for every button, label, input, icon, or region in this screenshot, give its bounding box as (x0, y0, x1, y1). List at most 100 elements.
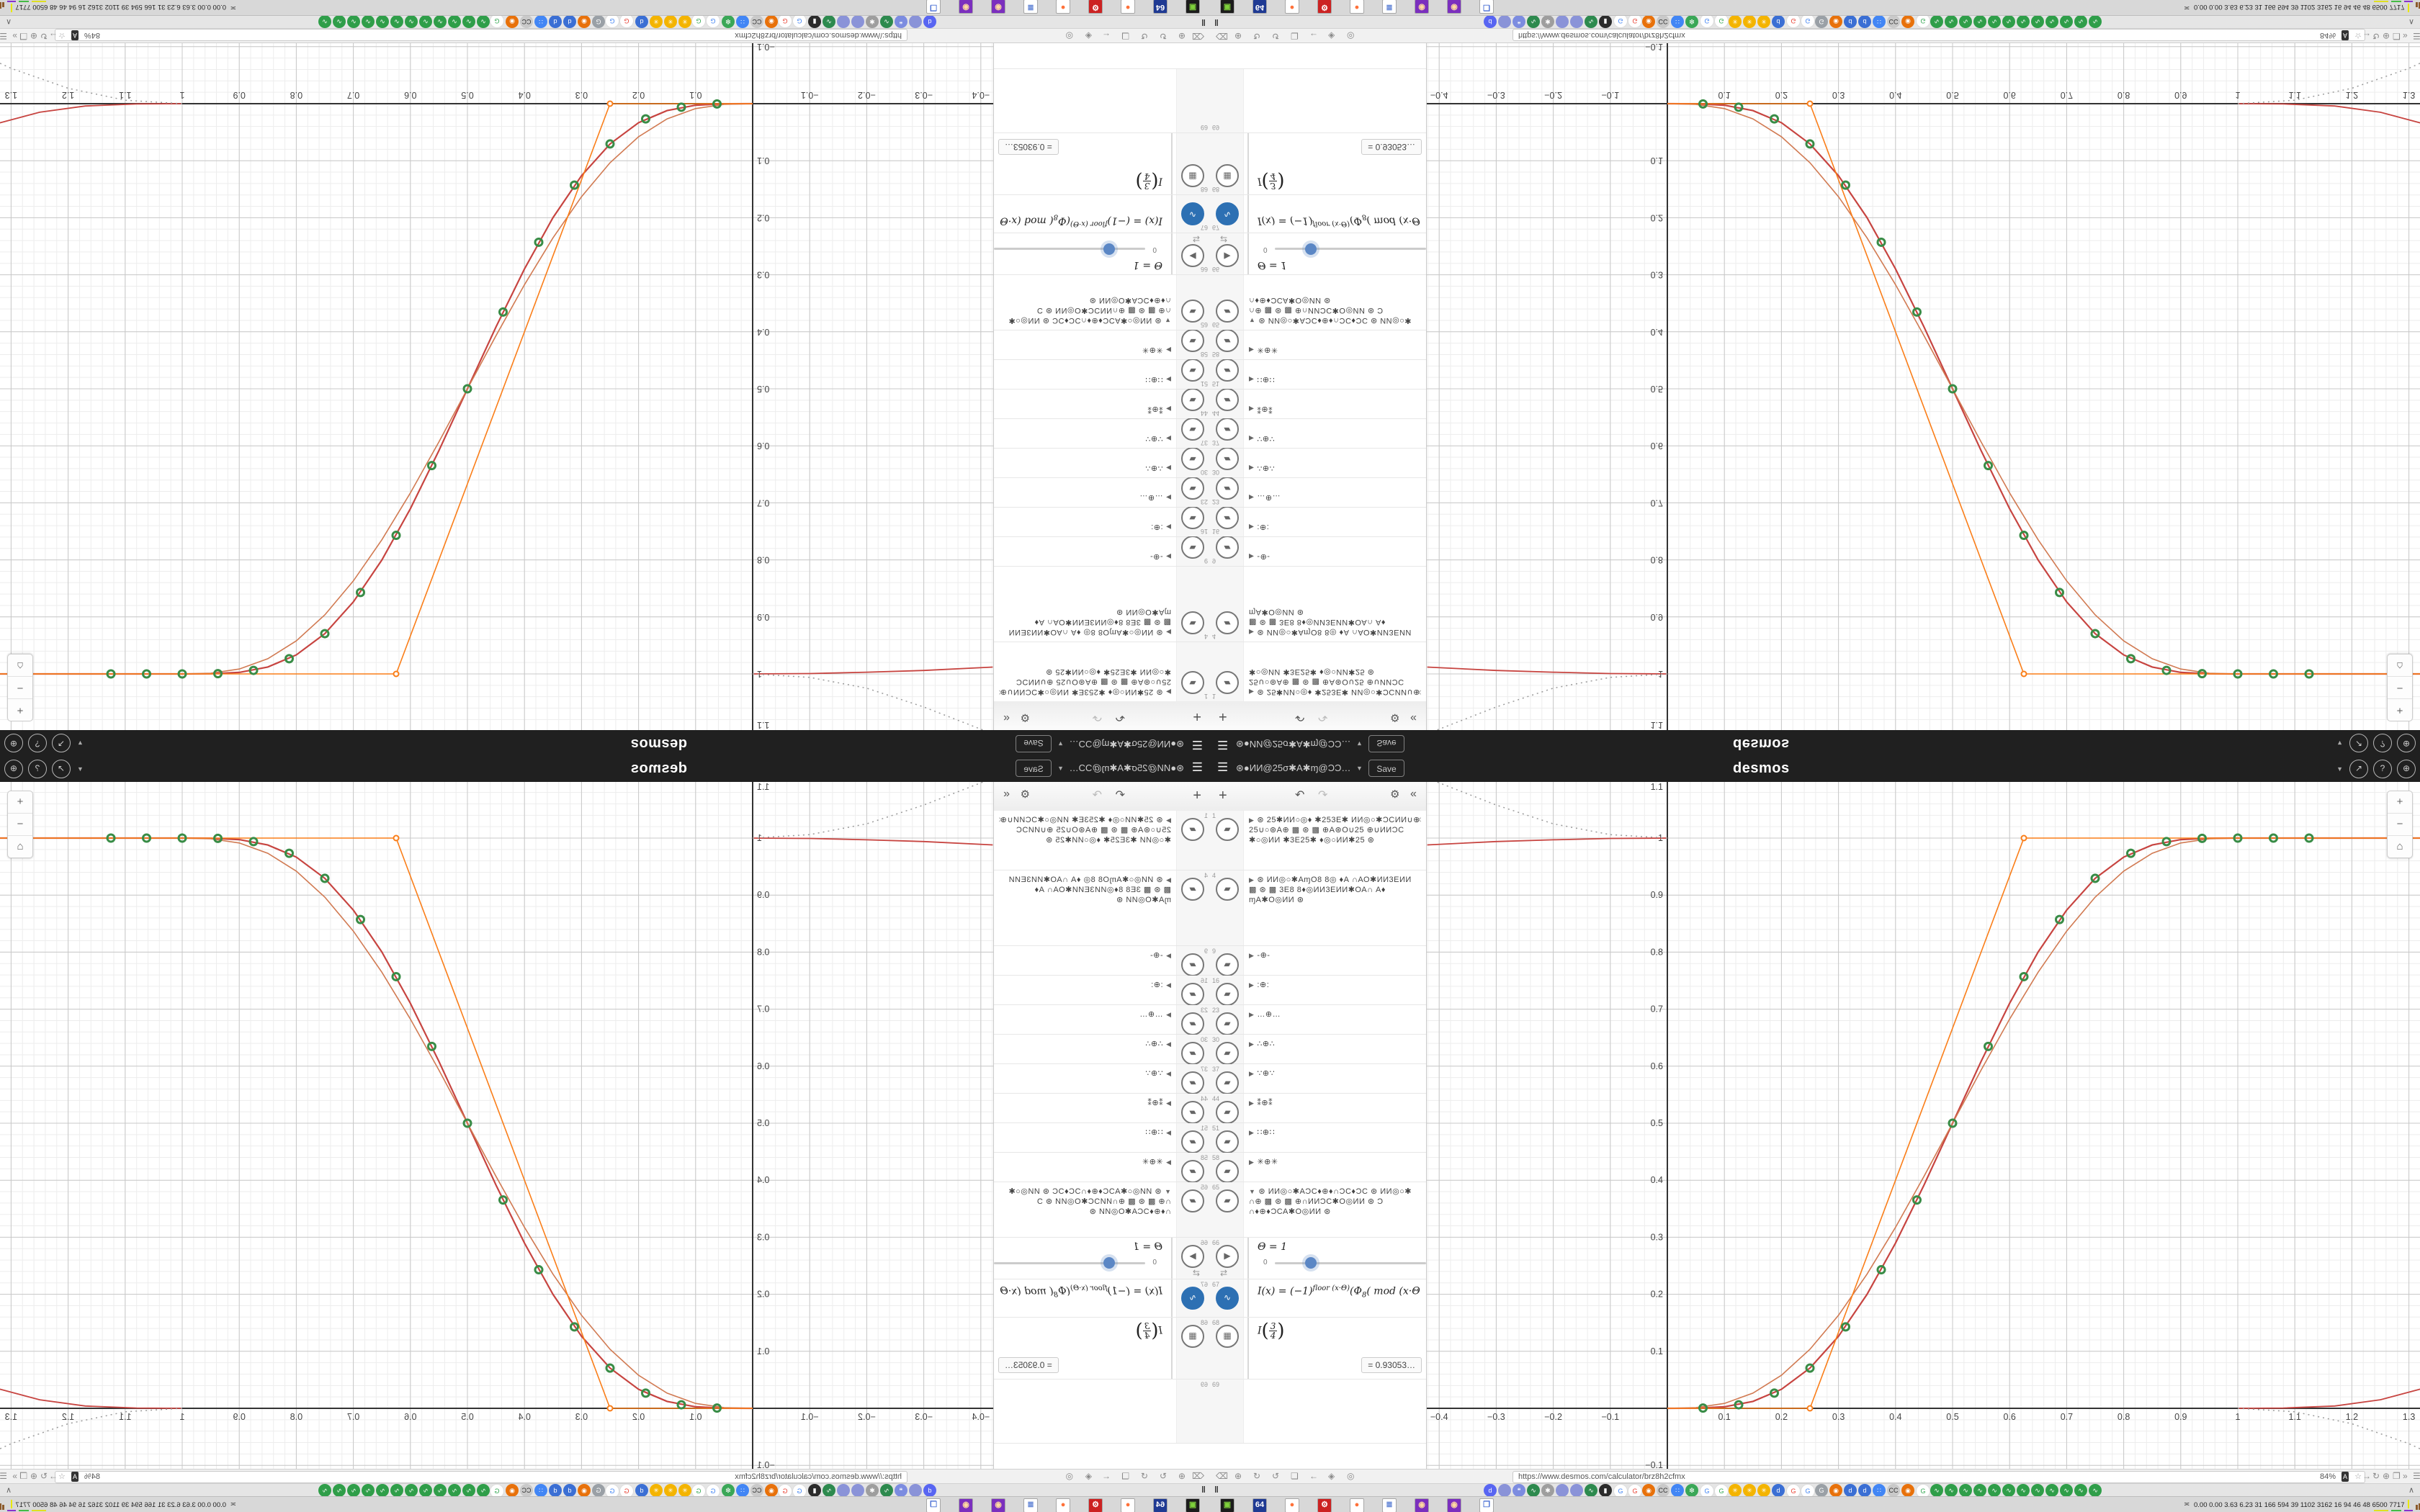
expression-row[interactable]: 69 (994, 1380, 1210, 1444)
folder-collapsed-icon[interactable]: ▶ (1249, 1011, 1255, 1018)
draggable-sample-point[interactable] (1698, 99, 1708, 109)
draggable-sample-point[interactable] (1734, 1400, 1744, 1410)
browser-tab[interactable]: ❝ (1512, 1484, 1525, 1497)
folder-icon[interactable]: ▰ (1216, 878, 1239, 901)
expression-row[interactable]: 65▰▼⊛ ИИ◎○✱АƆС♦⊕♦∩ƆС♦ƆС ⊛ ИИ◎○✱∩⊕ ▩ ⊛ ▩ … (994, 1182, 1210, 1238)
folder-icon[interactable]: ▰ (1181, 1189, 1204, 1212)
row-content[interactable]: ▶⊛ ИИ◎○✱АɱО8 8◎ ♦А ∩АО✱ИИ3ЕИИ ▩ ⊛ ▩ 3Е8 8… (1243, 870, 1426, 908)
undo-button[interactable]: ↶ (1295, 789, 1305, 801)
folder-icon[interactable]: ▰ (1216, 536, 1239, 559)
taskbar-launcher-icon[interactable]: ◉ (991, 0, 1005, 14)
browser-toolbar-icon[interactable]: ⌫ (1192, 1471, 1204, 1481)
browser-tab[interactable]: ∿ (1527, 15, 1540, 28)
url-bar[interactable]: https://www.desmos.com/calculator/brz8h2… (1512, 1471, 2365, 1483)
browser-toolbar-icon[interactable]: ⊕ (30, 1471, 37, 1481)
folder-icon[interactable]: ▰ (1216, 506, 1239, 529)
expression-row[interactable]: 23▰ ▶…⊕… (994, 477, 1210, 507)
draggable-sample-point[interactable] (427, 461, 436, 471)
browser-tab[interactable]: ∿ (2017, 1484, 2030, 1497)
taskbar-launcher-icon[interactable]: ● (1121, 0, 1135, 14)
browser-tab[interactable]: d (1858, 15, 1871, 28)
browser-toolbar-icon[interactable]: ❐ (19, 1471, 27, 1481)
browser-tab[interactable] (909, 1484, 922, 1497)
row-content[interactable] (994, 125, 1177, 132)
folder-collapsed-icon[interactable]: ▶ (1165, 688, 1171, 696)
title-caret-icon[interactable]: ▼ (1356, 765, 1363, 772)
row-content[interactable]: ▶∵⊕∵ (1243, 1064, 1426, 1081)
delete-row-icon[interactable]: × (998, 687, 1005, 698)
browser-toolbar-icon[interactable]: » (2403, 1471, 2408, 1481)
draggable-sample-point[interactable] (462, 384, 472, 394)
table-icon[interactable]: ▦ (1216, 164, 1239, 187)
slider-track[interactable] (994, 248, 1145, 250)
folder-collapsed-icon[interactable]: ▶ (1249, 1129, 1255, 1136)
expression-row[interactable]: 66 ⇄ ▶ Θ = 1 0 (994, 1238, 1210, 1279)
browser-tab[interactable]: ∿ (477, 1484, 490, 1497)
expression-row[interactable]: 67∿ I(x) = (−1)floor (x·Θ)(Φ8( mod (x·Θ,1 (994, 194, 1210, 233)
draggable-sample-point[interactable] (676, 102, 686, 112)
expression-row[interactable]: 51▰ ▶∷⊕∷ (994, 359, 1210, 389)
browser-tab[interactable]: d (1844, 15, 1857, 28)
menu-icon[interactable]: ☰ (1217, 738, 1229, 752)
expression-row[interactable]: 4▰ ▶⊛ ИИ◎○✱АɱО8 8◎ ♦А ∩АО✱ИИ3ЕИИ ▩ ⊛ ▩ 3Е8… (1210, 870, 1426, 946)
browser-toolbar-icon[interactable]: ⊕ (1178, 31, 1186, 41)
draggable-sample-point[interactable] (534, 237, 544, 247)
row-content[interactable]: ▶:⊕: (994, 976, 1177, 993)
expression-row[interactable]: 16▰ ▶:⊕: (1210, 976, 1426, 1006)
curve-periodic-left-tail[interactable] (752, 666, 993, 675)
row-content[interactable]: ▶⊛ 25✱ИИ○◎♦ ✱253Ε✱ ИИ◎○✱ƆСИИ∪⊕ 25∪○⊛А⊕ ▩ … (994, 664, 1177, 701)
graph-canvas[interactable]: −0.4−0.3−0.2−0.10.10.20.30.40.50.60.70.8… (0, 782, 993, 1469)
draggable-sample-point[interactable] (284, 848, 294, 858)
browser-tab[interactable]: ◉ (578, 1484, 591, 1497)
folder-collapsed-icon[interactable]: ▶ (1165, 464, 1171, 472)
folder-collapsed-icon[interactable]: ▶ (1165, 1040, 1171, 1048)
row-content[interactable]: ▶∴⊕∴ (994, 460, 1177, 477)
curve-dotted-extension-left[interactable] (752, 673, 993, 730)
browser-toolbar-icon[interactable]: ← (1309, 31, 1318, 41)
folder-icon[interactable]: ▰ (1216, 329, 1239, 352)
expression-row[interactable]: 9▰ ▶-⊕- (994, 536, 1210, 566)
row-content[interactable]: ▶⁑⊕⁑ (994, 401, 1177, 418)
browser-tab[interactable]: ∿ (448, 1484, 461, 1497)
browser-tab[interactable]: G (1801, 14, 1815, 28)
browser-toolbar-icon[interactable]: ❏ (1291, 1471, 1299, 1481)
browser-tab[interactable]: G (1714, 14, 1729, 28)
folder-icon[interactable]: ▰ (1216, 671, 1239, 694)
expression-latex[interactable]: I(x) = (−1)floor (x·Θ)(Φ8( mod (x·Θ,1 (1000, 1284, 1162, 1300)
graph-title[interactable]: ⊛●ИИ@25σ✱А✱ɱ@ƆƆ… (1069, 739, 1184, 750)
folder-collapsed-icon[interactable]: ▶ (1165, 494, 1171, 501)
expression-row[interactable]: 30▰ ▶∴⊕∴ (1210, 1035, 1426, 1065)
draggable-sample-point[interactable] (1948, 384, 1958, 394)
row-content[interactable]: ▶∴⊕∴ (994, 1035, 1177, 1052)
browser-tab[interactable]: ∿ (1527, 1484, 1540, 1497)
browser-tab[interactable]: ❇ (722, 1484, 735, 1497)
help-icon[interactable]: ? (2373, 734, 2392, 752)
add-expression-button[interactable]: + (1219, 788, 1227, 804)
menu-icon[interactable]: ☰ (1191, 760, 1203, 774)
row-content[interactable]: ▶⊛ 25✱ИИ○◎♦ ✱253Ε✱ ИИ◎○✱ƆСИИ∪⊕ 25∪○⊛А⊕ ▩ … (1243, 664, 1426, 701)
zoom-home-button[interactable]: ⌂ (2396, 840, 2403, 852)
expression-latex[interactable]: I(x) = (−1)floor (x·Θ)(Φ8( mod (x·Θ,1 (1258, 1284, 1420, 1300)
draggable-sample-point[interactable] (320, 873, 330, 883)
browser-tab[interactable]: ❇ (1685, 15, 1698, 28)
expression-row[interactable]: 1▰ ×▶⊛ 25✱ИИ○◎♦ ✱253Ε✱ ИИ◎○✱ƆСИИ∪⊕ 25∪○⊛А⊕… (1210, 811, 1426, 870)
share-icon[interactable]: ↗ (52, 760, 71, 778)
row-content[interactable]: Θ = 1 0 (994, 1238, 1168, 1272)
row-content[interactable]: I(x) = (−1)floor (x·Θ)(Φ8( mod (x·Θ,1 (994, 209, 1168, 233)
help-icon[interactable]: ? (28, 760, 47, 778)
expression-row[interactable]: 69 (994, 68, 1210, 132)
browser-tab[interactable]: ∷ (1873, 1484, 1886, 1497)
curve-periodic-right-tail[interactable] (2237, 1388, 2420, 1409)
draggable-sample-point[interactable] (177, 833, 187, 843)
folder-expanded-icon[interactable]: ▼ (1249, 317, 1256, 324)
draggable-sample-point[interactable] (106, 669, 116, 679)
row-content[interactable]: ▶∵⊕∵ (1243, 431, 1426, 448)
table-icon[interactable]: ▦ (1181, 164, 1204, 187)
graph-canvas[interactable]: −0.4−0.3−0.2−0.10.10.20.30.40.50.60.70.8… (0, 43, 993, 730)
expression-row[interactable]: 66 ⇄ ▶ Θ = 1 0 (1210, 1238, 1426, 1279)
row-content[interactable]: ▶✳⊕✳ (994, 1153, 1177, 1170)
folder-collapsed-icon[interactable]: ▶ (1249, 1158, 1255, 1166)
taskbar-launcher-icon[interactable]: ◉ (991, 1498, 1005, 1512)
taskbar-launcher-icon[interactable]: ● (1056, 1498, 1070, 1512)
browser-tab[interactable]: G (1786, 14, 1801, 28)
